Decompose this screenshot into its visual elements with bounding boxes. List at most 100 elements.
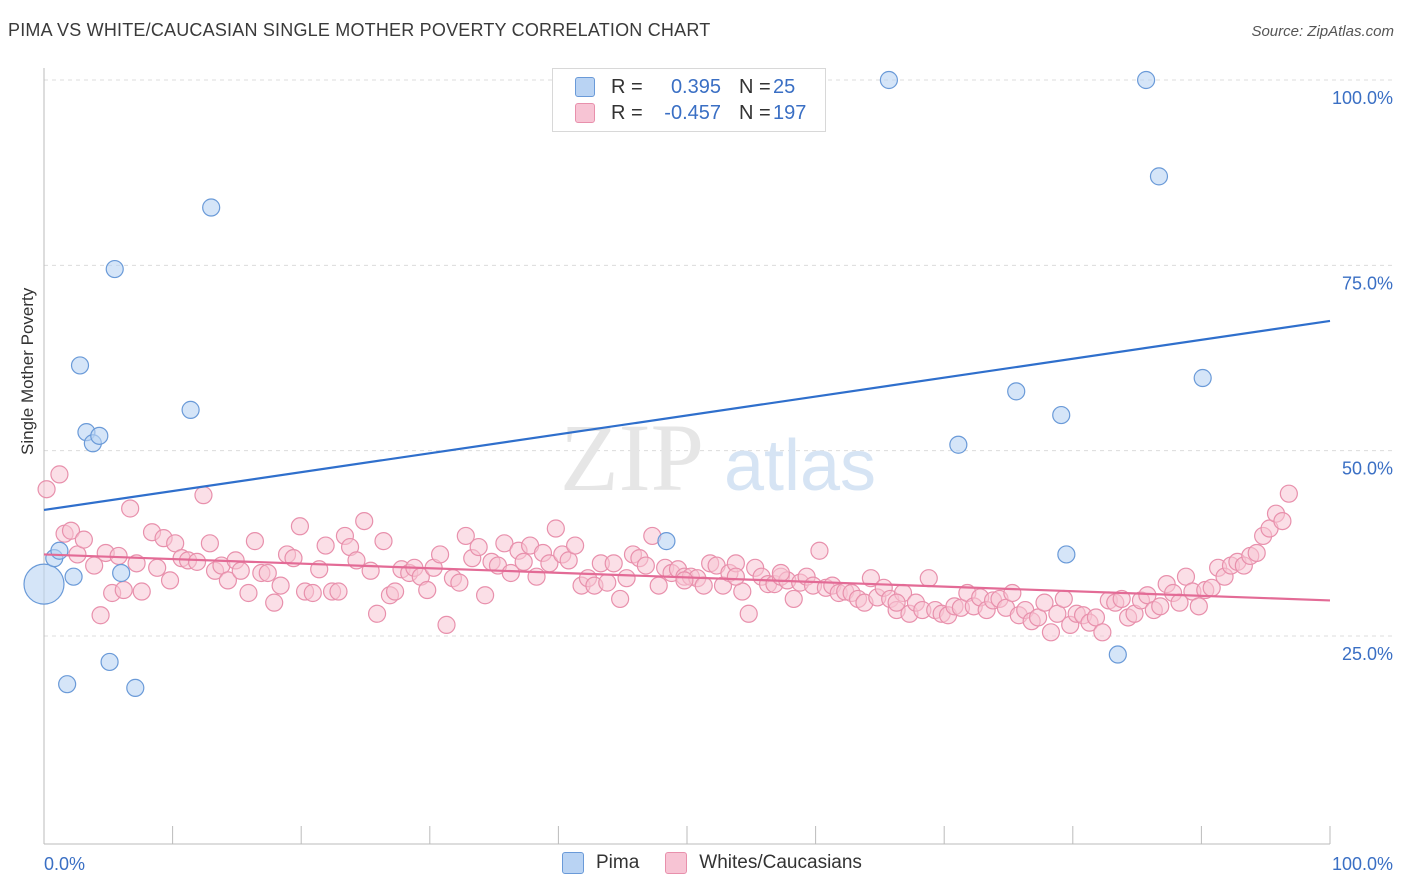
- pima-point: [23, 563, 65, 605]
- whites-point: [1189, 597, 1208, 616]
- whites-legend-label: Whites/Caucasians: [699, 852, 862, 873]
- r-value: -0.457: [664, 101, 721, 124]
- pima-point: [181, 400, 200, 419]
- pima-point: [64, 567, 83, 586]
- pima-trend-line: [43, 319, 1331, 512]
- pima-point: [90, 426, 109, 445]
- whites-point: [771, 563, 790, 583]
- whites-point: [501, 563, 520, 583]
- whites-point: [121, 499, 140, 518]
- y-tick-label: 75.0%: [1342, 273, 1393, 293]
- whites-point: [1279, 484, 1298, 503]
- watermark: ZIP atlas: [560, 404, 876, 511]
- legend-item-pima: Pima: [562, 852, 639, 874]
- whites-point: [604, 554, 623, 573]
- whites-point: [385, 582, 405, 601]
- whites-point: [1003, 583, 1022, 603]
- whites-point: [810, 541, 829, 560]
- whites-point: [265, 593, 284, 612]
- whites-point: [784, 589, 803, 609]
- whites-point: [1273, 511, 1292, 531]
- whites-point: [469, 537, 488, 557]
- whites-point: [187, 552, 207, 571]
- y-tick-label: 50.0%: [1342, 459, 1393, 479]
- series-legend: Pima Whites/Caucasians: [562, 852, 888, 874]
- pima-legend-swatch: [562, 852, 584, 874]
- whites-point: [194, 486, 213, 505]
- whites-point: [611, 589, 630, 609]
- whites-point: [361, 561, 380, 580]
- whites-point: [91, 606, 110, 625]
- pima-point: [1057, 545, 1076, 564]
- whites-point: [1151, 597, 1170, 616]
- watermark-atlas: atlas: [724, 426, 876, 506]
- whites-point: [649, 576, 668, 595]
- source-credit: Source: ZipAtlas.com: [1251, 23, 1394, 40]
- whites-point: [367, 604, 387, 623]
- pima-point: [1108, 645, 1127, 664]
- whites-point: [1035, 593, 1054, 612]
- r-label: R =: [611, 101, 643, 124]
- whites-point: [61, 521, 81, 540]
- y-tick-label: 100.0%: [1332, 88, 1393, 108]
- whites-point: [450, 573, 469, 592]
- n-value: 25: [773, 75, 796, 98]
- y-axis-label: Single Mother Poverty: [18, 287, 37, 455]
- pima-point: [50, 541, 69, 560]
- chart-title: PIMA VS WHITE/CAUCASIAN SINGLE MOTHER PO…: [8, 20, 711, 40]
- whites-point: [74, 530, 93, 549]
- pima-point: [100, 652, 119, 672]
- whites-point: [1093, 623, 1112, 642]
- whites-point: [1112, 589, 1131, 609]
- whites-point: [245, 532, 265, 551]
- whites-point: [430, 545, 450, 564]
- whites-point: [50, 465, 69, 484]
- pima-legend-label: Pima: [596, 852, 640, 873]
- pima-point: [126, 678, 145, 697]
- r-label: R =: [611, 75, 643, 98]
- whites-point: [355, 511, 374, 531]
- x-tick-label: 0.0%: [44, 854, 85, 874]
- whites-point: [726, 567, 745, 586]
- whites-point: [437, 615, 456, 634]
- pima-point: [202, 198, 221, 217]
- whites-point: [636, 556, 655, 575]
- whites-point: [694, 576, 713, 595]
- whites-swatch: [575, 103, 595, 123]
- whites-trend-line: [43, 553, 1331, 602]
- whites-point: [861, 569, 880, 588]
- whites-point: [1041, 623, 1061, 642]
- whites-point: [456, 526, 475, 546]
- n-label: N =: [739, 75, 771, 98]
- legend-row-pima: R = 0.395 N = 25: [575, 74, 813, 100]
- correlation-legend: R = 0.395 N = 25 R = -0.457 N = 197: [552, 68, 826, 132]
- whites-point: [258, 563, 277, 583]
- x-tick-labels: 0.0% 100.0%: [44, 854, 1393, 874]
- whites-point: [239, 583, 258, 603]
- n-label: N =: [739, 101, 771, 124]
- pima-swatch: [575, 77, 595, 97]
- pima-point: [1007, 382, 1026, 401]
- whites-point: [271, 576, 290, 595]
- pima-point: [1052, 405, 1071, 425]
- whites-point: [1054, 589, 1073, 609]
- whites-point: [374, 532, 393, 551]
- whites-point: [127, 554, 146, 573]
- whites-point: [37, 480, 56, 499]
- pima-point: [58, 675, 77, 694]
- pima-point: [112, 563, 131, 583]
- pima-point: [70, 356, 90, 375]
- whites-point: [148, 558, 167, 577]
- whites-point: [329, 582, 348, 601]
- whites-legend-swatch: [665, 852, 688, 874]
- whites-point: [160, 571, 180, 590]
- whites-point: [527, 567, 546, 586]
- pima-point: [105, 259, 124, 279]
- pima-point: [1149, 167, 1169, 186]
- whites-point: [514, 552, 533, 571]
- whites-point: [495, 534, 514, 553]
- whites-point: [218, 571, 237, 590]
- legend-row-whites: R = -0.457 N = 197: [575, 100, 813, 126]
- pima-point: [1193, 368, 1212, 388]
